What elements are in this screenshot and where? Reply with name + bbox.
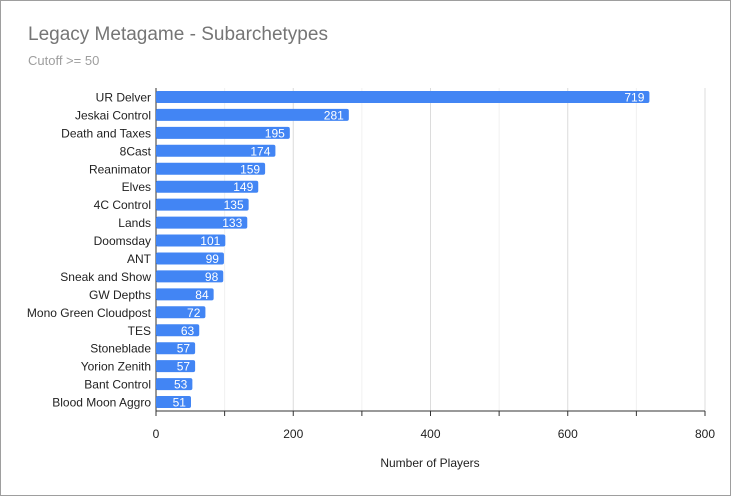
bar-value-label: 72 (187, 306, 201, 320)
bar (156, 378, 193, 391)
bar-value-label: 53 (174, 378, 188, 392)
bar-value-label: 195 (265, 126, 285, 140)
bar (156, 360, 196, 373)
bar (156, 198, 249, 211)
bar (156, 396, 191, 409)
bar-value-label: 63 (181, 324, 195, 338)
category-label: Stoneblade (90, 342, 151, 356)
bar-value-label: 101 (200, 234, 220, 248)
bar-value-label: 159 (240, 162, 260, 176)
bar (156, 342, 196, 355)
category-label: GW Depths (89, 288, 151, 302)
category-label: Death and Taxes (61, 126, 151, 140)
category-label: Mono Green Cloudpost (27, 306, 152, 320)
bar (156, 234, 226, 247)
category-label: ANT (127, 252, 152, 266)
bar-value-label: 281 (324, 108, 344, 122)
x-axis-title: Number of Players (380, 456, 479, 470)
bar (156, 306, 206, 319)
x-tick-label: 400 (420, 427, 440, 441)
bar-value-label: 57 (177, 342, 191, 356)
bar (156, 216, 248, 229)
bar (156, 90, 650, 103)
category-label: Reanimator (89, 162, 151, 176)
category-label: Sneak and Show (60, 270, 151, 284)
bar-value-label: 98 (205, 270, 219, 284)
bar (156, 144, 276, 157)
chart-title: Legacy Metagame - Subarchetypes (28, 24, 328, 45)
bar-value-label: 135 (224, 198, 244, 212)
bar-value-label: 99 (206, 252, 220, 266)
bar-value-label: 57 (177, 360, 191, 374)
bar-value-label: 51 (173, 396, 187, 410)
bar (156, 270, 224, 283)
category-label: Blood Moon Aggro (52, 396, 151, 410)
category-label: Yorion Zenith (81, 360, 151, 374)
category-labels: UR Delver Jeskai Control Death and Taxes 8C… (27, 90, 152, 409)
category-label: 4C Control (94, 198, 151, 212)
bar (156, 108, 349, 121)
x-tick-label: 200 (283, 427, 303, 441)
bar-value-label: 84 (195, 288, 209, 302)
x-tick-label: 800 (695, 427, 715, 441)
bar-value-label: 149 (233, 180, 253, 194)
bar (156, 288, 214, 301)
bar (156, 180, 259, 193)
bar (156, 162, 266, 175)
category-label: Lands (118, 216, 151, 230)
gridlines (155, 88, 706, 412)
category-label: Jeskai Control (75, 108, 151, 122)
category-label: 8Cast (120, 144, 152, 158)
bar (156, 324, 200, 337)
bar (156, 252, 224, 265)
bar (156, 126, 290, 139)
bar-value-label: 133 (222, 216, 242, 230)
bar-value-label: 174 (250, 144, 270, 158)
category-label: Elves (122, 180, 151, 194)
category-label: Bant Control (84, 378, 151, 392)
x-tick-label: 600 (558, 427, 578, 441)
x-axis-ticks: 0 200 400 600 800 (153, 411, 715, 441)
category-label: TES (128, 324, 151, 338)
x-tick-label: 0 (153, 427, 160, 441)
category-label: Doomsday (94, 234, 151, 248)
bar-value-label: 719 (624, 90, 644, 104)
category-label: UR Delver (96, 90, 151, 104)
chart-subtitle: Cutoff >= 50 (28, 53, 100, 68)
